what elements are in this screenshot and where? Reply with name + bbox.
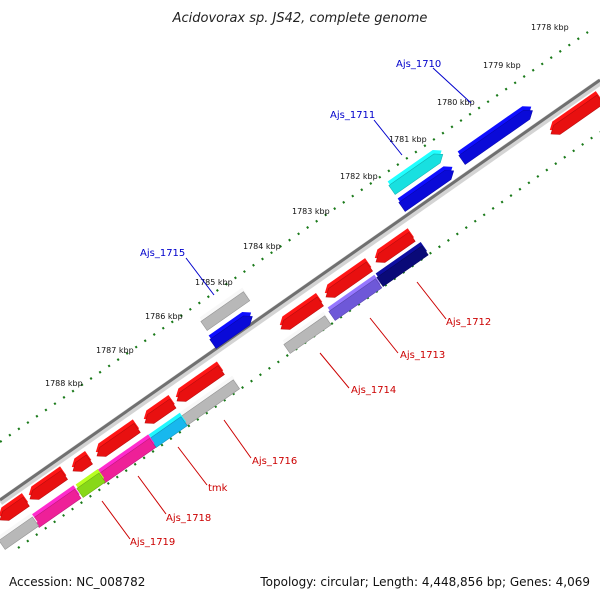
leader-line — [416, 281, 447, 320]
gene-red-lower-1[interactable] — [28, 466, 68, 500]
gene-red-mid-2[interactable] — [143, 394, 177, 424]
kbp-tick-label: 1780 kbp — [437, 98, 475, 107]
gene-label-tmk[interactable]: tmk — [208, 483, 228, 494]
gene-ajs-1714[interactable] — [282, 311, 332, 354]
gene-red-mid-3[interactable] — [95, 419, 141, 457]
gene-labels: Ajs_1710 Ajs_1711 Ajs_1715 Ajs_1712 Ajs_… — [130, 59, 491, 548]
gene-forward-upper-right[interactable] — [549, 91, 600, 135]
genome-summary-text: Topology: circular; Length: 4,448,856 bp… — [259, 575, 590, 589]
kbp-tick-label: 1783 kbp — [292, 207, 330, 216]
gene-label-ajs-1714[interactable]: Ajs_1714 — [351, 385, 396, 396]
accession-text: Accession: NC_008782 — [9, 575, 145, 589]
map-title: Acidovorax sp. JS42, complete genome — [172, 11, 428, 26]
gene-ajs-1711[interactable] — [387, 149, 444, 195]
leader-line — [319, 352, 350, 389]
leader-line — [137, 475, 167, 515]
gene-label-ajs-1711[interactable]: Ajs_1711 — [330, 110, 375, 121]
gene-label-ajs-1713[interactable]: Ajs_1713 — [400, 350, 445, 361]
gene-ajs-1711-partner[interactable] — [397, 166, 455, 212]
kbp-tick-label: 1787 kbp — [96, 346, 134, 355]
gene-red-upper-2[interactable] — [324, 258, 373, 298]
gene-ajs-1719-green[interactable] — [75, 469, 106, 498]
leader-line — [101, 500, 131, 540]
gene-label-ajs-1718[interactable]: Ajs_1718 — [166, 513, 211, 524]
gene-ajs-1715[interactable] — [208, 311, 253, 349]
gene-red-mid-1[interactable] — [175, 361, 225, 402]
gene-label-ajs-1716[interactable]: Ajs_1716 — [252, 456, 297, 467]
leader-line — [223, 419, 252, 459]
gene-label-ajs-1712[interactable]: Ajs_1712 — [446, 317, 491, 328]
leader-line — [432, 67, 472, 104]
kbp-tick-label: 1788 kbp — [45, 379, 83, 388]
gene-red-upper-1[interactable] — [374, 228, 416, 263]
leader-line — [185, 257, 215, 296]
kbp-tick-label: 1785 kbp — [195, 278, 233, 287]
gene-label-ajs-1719[interactable]: Ajs_1719 — [130, 537, 175, 548]
leader-line — [177, 446, 208, 486]
gene-ajs-1710[interactable] — [457, 106, 533, 165]
gene-red-lower-2[interactable] — [0, 493, 30, 521]
kbp-tick-label: 1782 kbp — [340, 172, 378, 181]
kbp-tick-labels: 1778 kbp 1779 kbp 1780 kbp 1781 kbp 1782… — [45, 23, 569, 388]
gene-red-mid-4[interactable] — [71, 451, 93, 472]
gene-ajs-1713[interactable] — [327, 274, 383, 321]
kbp-tick-label: 1779 kbp — [483, 61, 521, 70]
kbp-tick-label: 1778 kbp — [531, 23, 569, 32]
gene-label-ajs-1715[interactable]: Ajs_1715 — [140, 248, 185, 259]
gene-features — [0, 91, 600, 550]
gene-label-ajs-1710[interactable]: Ajs_1710 — [396, 59, 441, 70]
gene-forward-gray-1715[interactable] — [199, 287, 251, 331]
gene-red-upper-3[interactable] — [279, 292, 324, 330]
gene-ajs-1712[interactable] — [375, 241, 429, 287]
dotted-scale-outer — [0, 31, 589, 443]
leader-line — [369, 317, 399, 354]
genome-backbone — [0, 78, 600, 505]
gene-gray-lower[interactable] — [0, 512, 40, 550]
kbp-tick-label: 1786 kbp — [145, 312, 183, 321]
label-leader-lines — [101, 67, 472, 540]
leader-line — [373, 119, 403, 156]
kbp-tick-label: 1784 kbp — [243, 242, 281, 251]
kbp-tick-label: 1781 kbp — [389, 135, 427, 144]
